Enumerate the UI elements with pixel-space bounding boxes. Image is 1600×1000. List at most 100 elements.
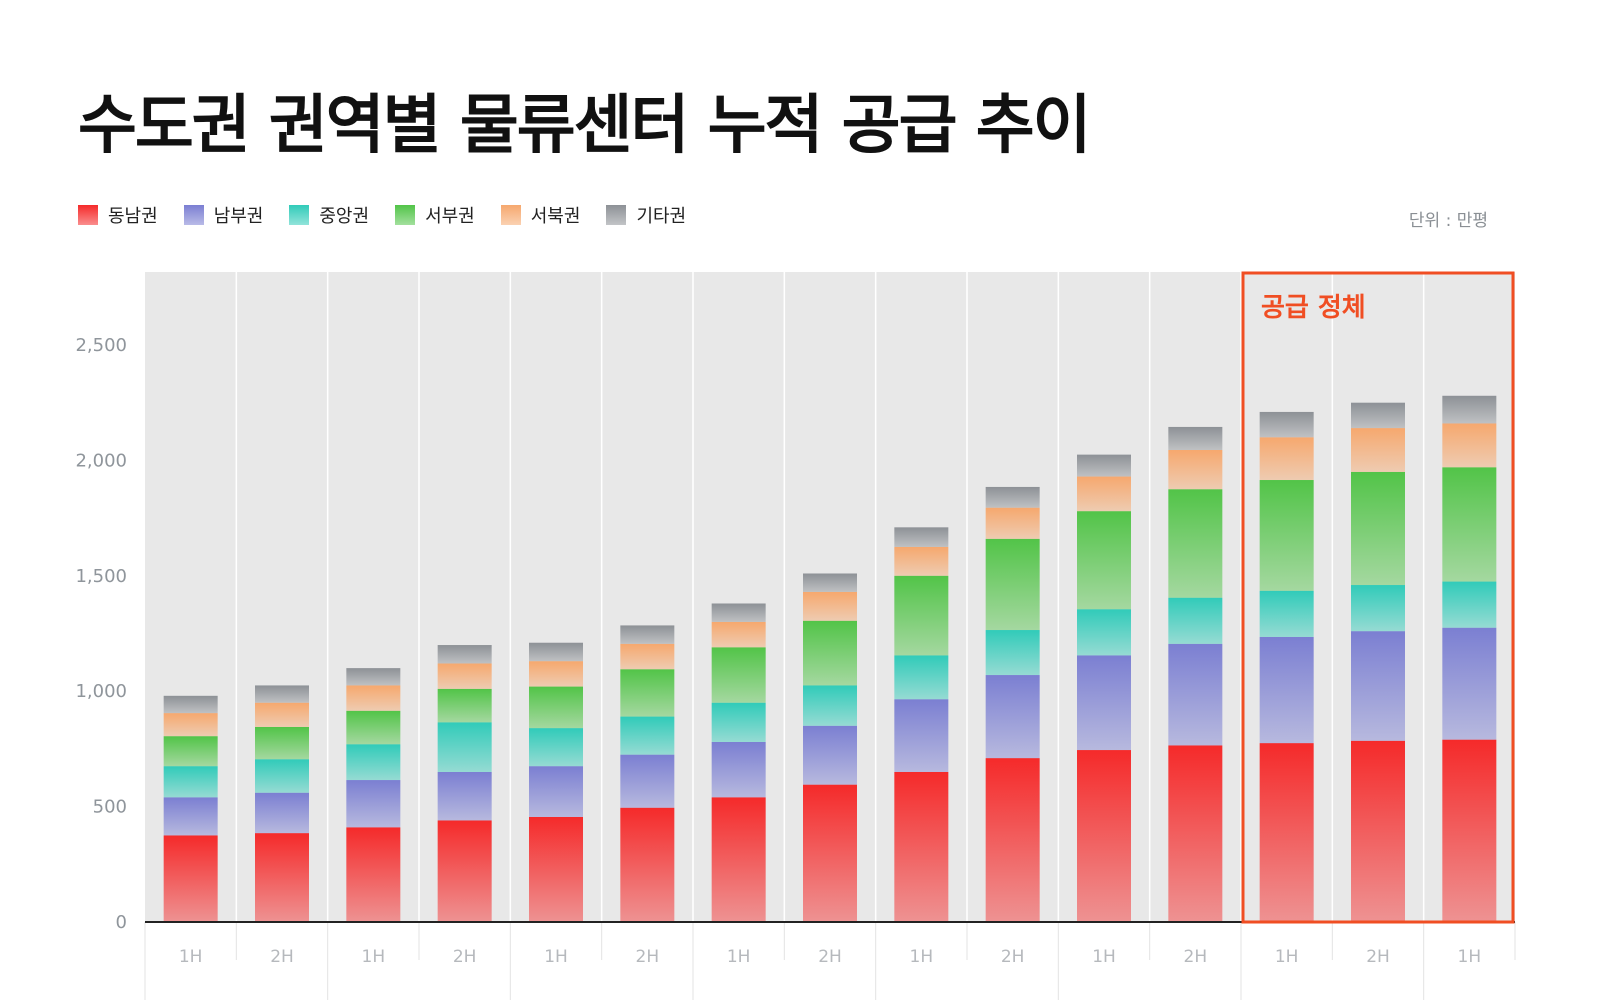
- bar-segment: [163, 797, 218, 836]
- bar-segment: [1168, 597, 1223, 644]
- unit-label: 단위 : 만평: [1408, 211, 1488, 231]
- bar-segment: [894, 546, 949, 576]
- bar-segment: [803, 725, 857, 785]
- bar-segment: [346, 710, 401, 745]
- bar-segment: [711, 702, 766, 742]
- bar-segment: [346, 685, 401, 711]
- y-tick-label: 0: [116, 912, 127, 933]
- bar-segment: [985, 675, 1040, 759]
- bar-segment: [1259, 480, 1314, 591]
- bar-segment: [620, 807, 675, 922]
- bar-segment: [255, 759, 309, 793]
- bar-segment: [711, 797, 766, 922]
- bar-segment: [985, 538, 1040, 631]
- bar-segment: [346, 780, 401, 828]
- legend-swatch: [500, 205, 521, 225]
- bar-segment: [620, 625, 675, 644]
- bar-segment: [1442, 467, 1497, 582]
- y-tick-label: 2,000: [75, 450, 127, 471]
- legend-item: 동남권: [78, 202, 158, 228]
- bar-segment: [1077, 609, 1131, 656]
- bar-segment: [1442, 739, 1497, 922]
- bar-segment: [620, 669, 675, 717]
- bar-segment: [346, 668, 401, 686]
- bar-segment: [255, 685, 309, 703]
- bar-segment: [894, 655, 949, 700]
- legend-swatch: [606, 205, 627, 225]
- bar-segment: [163, 713, 218, 737]
- legend-label: 동남권: [108, 206, 158, 227]
- bar-segment: [711, 603, 766, 622]
- bar-segment: [1351, 428, 1405, 472]
- bar-segment: [803, 784, 857, 922]
- legend-label: 중앙권: [319, 206, 370, 227]
- bar-segment: [529, 642, 583, 662]
- annotation-label: 공급 정체: [1261, 293, 1366, 323]
- legend-item: 기타권: [606, 202, 686, 228]
- bar-segment: [620, 754, 675, 808]
- bar-segment: [1351, 631, 1405, 741]
- bar-segment: [255, 833, 309, 922]
- bar-segment: [711, 621, 766, 648]
- x-tick-label: 2H: [270, 947, 294, 967]
- y-tick-label: 2,500: [75, 335, 127, 356]
- bar-segment: [529, 816, 583, 922]
- bar-segment: [255, 726, 309, 760]
- bar-segment: [163, 695, 218, 714]
- bar-segment: [894, 771, 949, 922]
- x-tick-label: 1H: [362, 947, 386, 967]
- x-tick-label: 1H: [179, 947, 203, 967]
- bar-segment: [1259, 590, 1314, 637]
- bar-segment: [1351, 471, 1405, 586]
- bar-segment: [894, 699, 949, 772]
- legend-item: 서부권: [395, 202, 475, 228]
- bar-segment: [1077, 655, 1131, 751]
- bar-segment: [163, 736, 218, 767]
- bar-segment: [1077, 750, 1131, 922]
- legend-swatch: [78, 205, 98, 225]
- bar-segment: [985, 758, 1040, 922]
- x-tick-label: 1H: [910, 947, 934, 967]
- bar-segment: [985, 486, 1040, 508]
- legend-label: 서부권: [425, 206, 475, 227]
- bar-segment: [437, 645, 492, 664]
- bar-segment: [437, 663, 492, 689]
- bar-segment: [1168, 450, 1223, 490]
- y-tick-label: 1,500: [75, 566, 127, 587]
- x-tick-label: 1H: [727, 947, 751, 967]
- bar-segment: [1168, 489, 1223, 598]
- bar-segment: [1259, 743, 1314, 922]
- bar-segment: [1442, 581, 1497, 628]
- legend-item: 서북권: [500, 202, 581, 228]
- bar-segment: [620, 716, 675, 755]
- bar-segment: [529, 686, 583, 729]
- bar-segment: [620, 643, 675, 670]
- x-tick-label: 2H: [1001, 947, 1025, 967]
- x-tick-label: 2H: [453, 947, 477, 967]
- x-tick-label: 2H: [636, 947, 660, 967]
- bar-segment: [255, 702, 309, 727]
- bar-segment: [894, 575, 949, 656]
- x-tick-label: 1H: [1275, 947, 1299, 967]
- bar-segment: [163, 835, 218, 922]
- legend-label: 기타권: [636, 206, 687, 227]
- bar-segment: [529, 661, 583, 687]
- bar-segment: [1077, 511, 1131, 610]
- bar-segment: [1351, 740, 1405, 922]
- bar-segment: [255, 792, 309, 834]
- bar-segment: [1442, 395, 1497, 424]
- bar-segment: [437, 820, 492, 922]
- bar-segment: [711, 741, 766, 798]
- legend-swatch: [289, 205, 310, 225]
- bar-segment: [529, 766, 583, 817]
- legend-label: 서북권: [530, 206, 581, 227]
- bar-segment: [803, 620, 857, 686]
- bar-segment: [1077, 476, 1131, 512]
- bar-segment: [985, 630, 1040, 676]
- legend-item: 남부권: [183, 202, 263, 228]
- bar-segment: [529, 728, 583, 767]
- bar-segment: [1077, 454, 1131, 477]
- bar-segment: [1351, 585, 1405, 632]
- bar-segment: [711, 647, 766, 703]
